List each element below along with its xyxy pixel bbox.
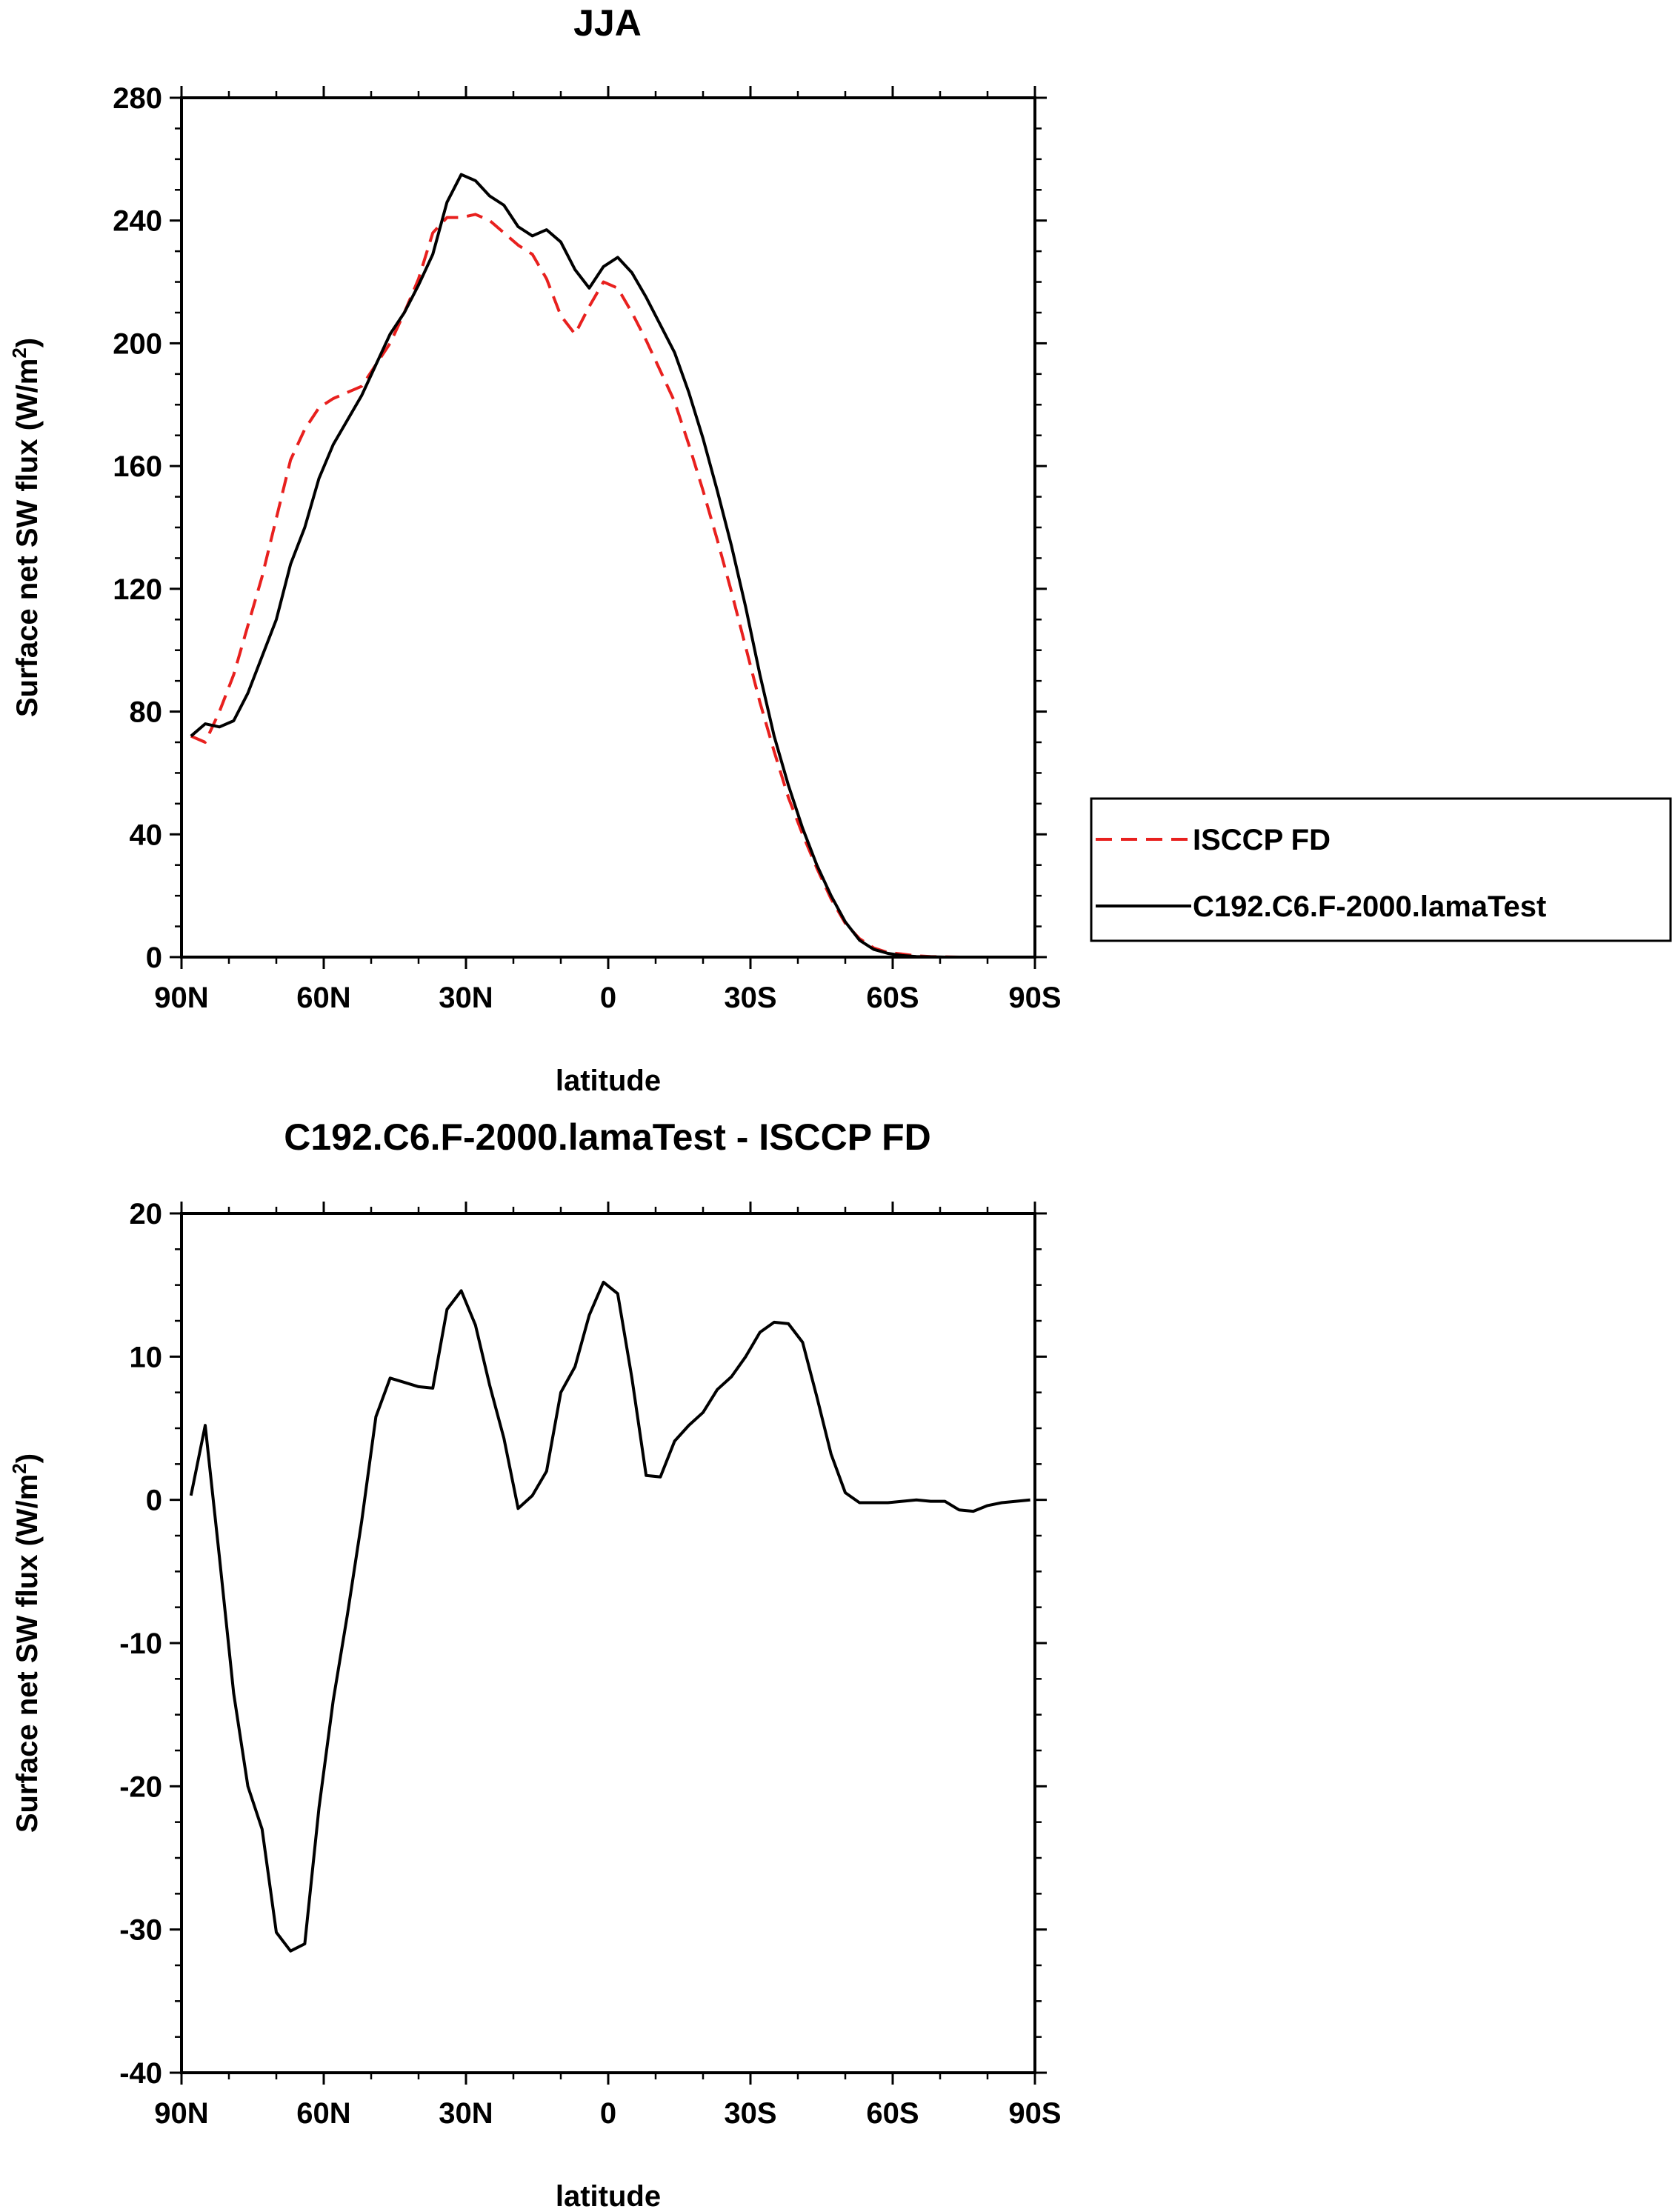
series-line-isccp-fd: [190, 213, 1030, 959]
bottom-y-axis-label: Surface net SW flux (W/m2): [8, 1453, 44, 1833]
y-tick-label: 0: [146, 1485, 162, 1517]
x-tick-label: 30S: [724, 2097, 776, 2130]
x-tick-label: 60S: [866, 982, 919, 1014]
x-tick-label: 90N: [154, 2097, 208, 2130]
legend-label-isccp: ISCCP FD: [1193, 824, 1331, 856]
bottom-plot-frame: [180, 1212, 1036, 2074]
legend-box: [1090, 797, 1672, 942]
x-tick-label: 30S: [724, 982, 776, 1014]
bottom-y-axis-label-close: ): [11, 1453, 44, 1463]
bottom-y-axis-label-sup: 2: [8, 1463, 30, 1473]
x-tick-label: 0: [600, 2097, 616, 2130]
top-y-axis-label: Surface net SW flux (W/m2): [8, 338, 44, 717]
bottom-ticks: 90N 60N 30N 0 30S 60S 90S -40 -30 -20 -10 0 10 20: [119, 1198, 1061, 2130]
y-tick-label: 20: [130, 1198, 163, 1230]
top-x-axis-label: latitude: [556, 1065, 661, 1097]
y-tick-label: 280: [113, 82, 162, 115]
legend: ISCCP FD C192.C6.F-2000.lamaTest: [1090, 797, 1672, 942]
bottom-panel: C192.C6.F-2000.lamaTest - ISCCP FD 90N 60…: [8, 1116, 1062, 2212]
y-tick-label: 40: [130, 819, 163, 851]
top-chart-title: JJA: [573, 2, 642, 44]
bottom-x-axis-label: latitude: [556, 2180, 661, 2212]
x-tick-label: 60S: [866, 2097, 919, 2130]
x-tick-label: 30N: [439, 2097, 493, 2130]
x-tick-label: 90S: [1008, 2097, 1061, 2130]
x-tick-label: 0: [600, 982, 616, 1014]
y-tick-label: -10: [119, 1628, 162, 1660]
y-tick-label: 10: [130, 1341, 163, 1373]
x-tick-label: 60N: [296, 982, 350, 1014]
y-tick-label: -30: [119, 1914, 162, 1947]
y-tick-label: -40: [119, 2057, 162, 2090]
x-tick-label: 90S: [1008, 982, 1061, 1014]
bottom-y-axis-label-main: Surface net SW flux (W/m: [11, 1474, 44, 1833]
y-tick-label: 120: [113, 573, 162, 606]
top-plot-frame: [180, 96, 1036, 959]
top-y-axis-label-close: ): [11, 338, 44, 347]
x-tick-label: 30N: [439, 982, 493, 1014]
y-tick-label: 160: [113, 450, 162, 483]
top-ticks: 90N 60N 30N 0 30S 60S 90S 0 40 80 120 160 200 240 280: [113, 82, 1061, 1014]
y-tick-label: -20: [119, 1770, 162, 1803]
top-series-lines: [190, 173, 1030, 959]
y-tick-label: 0: [146, 942, 162, 974]
bottom-series-lines: [189, 1280, 1030, 1953]
y-tick-label: 80: [130, 696, 163, 729]
top-y-axis-label-sup: 2: [8, 347, 30, 358]
bottom-chart-title: C192.C6.F-2000.lamaTest - ISCCP FD: [284, 1116, 931, 1158]
top-y-axis-label-main: Surface net SW flux (W/m: [11, 359, 44, 718]
series-line-c192-c6-f-2000-lamatest: [190, 173, 1030, 959]
top-panel: JJA 90N 60N 30N 0 30S 60S 90S 0 40 80 120 160 200 240…: [8, 2, 1672, 1097]
y-tick-label: 240: [113, 205, 162, 238]
series-line-difference: [189, 1280, 1030, 1953]
x-tick-label: 90N: [154, 982, 208, 1014]
legend-label-model: C192.C6.F-2000.lamaTest: [1193, 890, 1546, 923]
y-tick-label: 200: [113, 327, 162, 360]
x-tick-label: 60N: [296, 2097, 350, 2130]
